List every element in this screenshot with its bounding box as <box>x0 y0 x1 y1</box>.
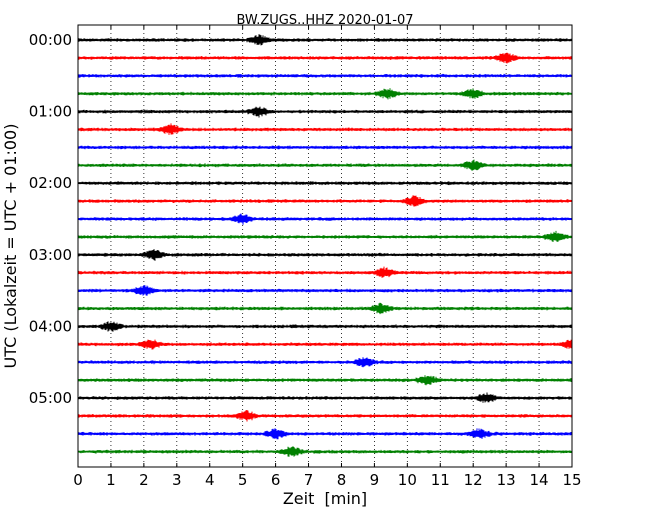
x-tick-label: 11 <box>431 471 450 489</box>
x-tick-label: 6 <box>271 471 281 489</box>
y-axis: 00:00 01:00 02:00 03:00 04:00 05:00 <box>29 31 572 407</box>
x-tick-label: 5 <box>238 471 248 489</box>
x-axis: 0 1 2 3 4 5 6 7 8 9 10 11 12 13 14 15 <box>73 25 582 489</box>
x-tick-label: 9 <box>370 471 380 489</box>
y-tick-label: 05:00 <box>29 389 72 407</box>
x-tick-label: 14 <box>530 471 549 489</box>
x-tick-label: 15 <box>562 471 581 489</box>
x-tick-label: 1 <box>106 471 116 489</box>
x-tick-label: 10 <box>398 471 417 489</box>
x-axis-label: Zeit [min] <box>283 489 367 508</box>
x-tick-label: 2 <box>139 471 149 489</box>
y-axis-label: UTC (Lokalzeit = UTC + 01:00) <box>1 124 20 369</box>
chart-title: BW.ZUGS..HHZ 2020-01-07 <box>236 13 413 28</box>
x-tick-label: 7 <box>304 471 314 489</box>
x-tick-label: 3 <box>172 471 182 489</box>
x-tick-label: 13 <box>497 471 516 489</box>
x-tick-label: 0 <box>73 471 83 489</box>
y-tick-label: 00:00 <box>29 31 72 49</box>
y-tick-label: 03:00 <box>29 246 72 264</box>
x-tick-label: 12 <box>464 471 483 489</box>
x-tick-label: 4 <box>205 471 215 489</box>
seismogram-traces <box>77 34 573 457</box>
vertical-gridlines <box>110 25 540 467</box>
y-tick-label: 04:00 <box>29 317 72 335</box>
y-tick-label: 02:00 <box>29 174 72 192</box>
plot-frame <box>77 24 573 468</box>
x-tick-label: 8 <box>337 471 347 489</box>
y-tick-label: 01:00 <box>29 103 72 121</box>
